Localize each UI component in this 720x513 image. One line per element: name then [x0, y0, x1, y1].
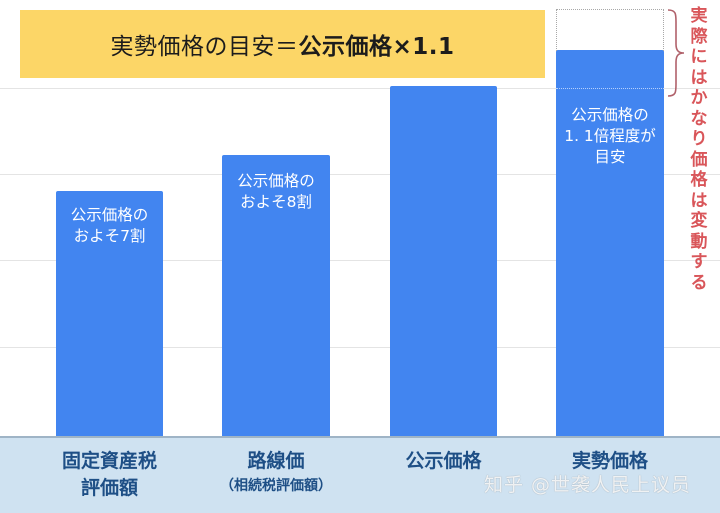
category-label-route-price: 路線価 （相続税評価額）	[220, 450, 332, 494]
gridline	[0, 347, 720, 348]
category-label-market-price: 実勢価格	[571, 450, 648, 472]
bar-route-price: 公示価格の およそ8割	[222, 155, 330, 436]
gridline	[0, 174, 720, 175]
curly-brace-icon	[667, 9, 685, 97]
formula-banner: 実勢価格の目安＝ 公示価格×1.1	[20, 10, 545, 78]
bar-label: 公示価格の およそ8割	[237, 172, 315, 211]
variance-range-box	[556, 9, 664, 51]
gridline	[0, 260, 720, 261]
gridline	[0, 88, 720, 89]
public-price-reference-line	[556, 88, 664, 89]
bar-label: 公示価格の 1. 1倍程度が 目安	[564, 106, 656, 166]
bar-fixed-asset-tax: 公示価格の およそ7割	[56, 191, 163, 436]
formula-prefix: 実勢価格の目安＝	[110, 34, 299, 60]
bar-market-price: 公示価格の 1. 1倍程度が 目安	[556, 50, 664, 436]
category-label-public-price: 公示価格	[405, 450, 482, 472]
bar-label: 公示価格の およそ7割	[70, 206, 149, 245]
category-label-fixed-asset-tax: 固定資産税 評価額	[61, 450, 157, 499]
variance-note: 実際にはかなり価格は変動する	[690, 6, 708, 293]
bar-public-price	[390, 86, 497, 436]
category-axis	[0, 436, 720, 513]
formula-bold: 公示価格×1.1	[298, 34, 455, 60]
watermark: 知乎 @世袭人民上议员	[484, 474, 692, 496]
